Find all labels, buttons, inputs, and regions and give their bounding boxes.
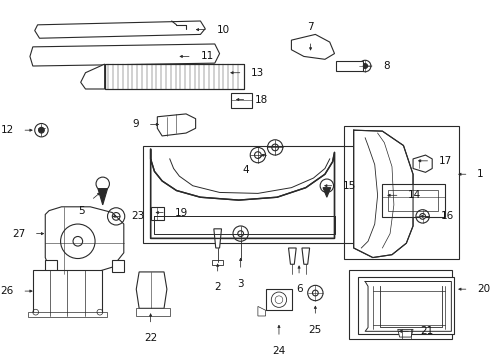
Polygon shape	[354, 130, 413, 257]
Text: 19: 19	[174, 208, 188, 217]
Text: 1: 1	[477, 169, 484, 179]
Polygon shape	[81, 64, 105, 89]
Bar	[382, 184, 444, 217]
Bar	[28, 312, 106, 317]
Circle shape	[313, 290, 318, 296]
Polygon shape	[98, 189, 107, 205]
Polygon shape	[302, 248, 310, 264]
Polygon shape	[150, 149, 335, 238]
Circle shape	[254, 152, 261, 158]
Text: 15: 15	[343, 181, 356, 191]
Bar	[337, 61, 363, 71]
Text: 12: 12	[0, 125, 14, 135]
Text: 7: 7	[307, 22, 314, 32]
Bar	[344, 126, 459, 258]
Text: 9: 9	[132, 120, 139, 130]
Polygon shape	[289, 248, 296, 264]
Text: 25: 25	[309, 325, 322, 334]
Bar	[112, 260, 124, 272]
Text: 18: 18	[255, 95, 268, 104]
Bar	[212, 260, 223, 265]
Circle shape	[272, 144, 278, 151]
Circle shape	[39, 127, 44, 133]
Circle shape	[363, 64, 368, 68]
Text: 16: 16	[441, 211, 454, 221]
Bar	[266, 289, 293, 310]
Polygon shape	[157, 114, 196, 136]
Polygon shape	[359, 277, 454, 334]
Polygon shape	[136, 272, 167, 308]
Bar	[136, 308, 170, 316]
Bar	[143, 145, 367, 243]
Circle shape	[238, 231, 244, 237]
Polygon shape	[258, 306, 266, 316]
Text: 11: 11	[200, 51, 214, 62]
Text: 4: 4	[242, 165, 249, 175]
Polygon shape	[45, 207, 124, 274]
Text: 2: 2	[214, 283, 221, 292]
Bar	[33, 270, 102, 316]
Text: 3: 3	[237, 279, 244, 289]
Polygon shape	[292, 35, 335, 59]
Text: 27: 27	[12, 229, 25, 239]
Text: 13: 13	[251, 68, 265, 78]
Polygon shape	[323, 188, 331, 197]
Polygon shape	[413, 155, 432, 172]
Bar	[231, 93, 252, 108]
Bar	[349, 270, 452, 339]
Text: 17: 17	[439, 156, 452, 166]
Polygon shape	[214, 229, 221, 248]
Bar	[105, 64, 244, 89]
Polygon shape	[30, 44, 220, 66]
Polygon shape	[398, 329, 413, 337]
Text: 22: 22	[144, 333, 157, 343]
Text: 14: 14	[408, 190, 421, 200]
Text: 21: 21	[420, 326, 433, 336]
Bar	[388, 190, 438, 211]
Bar	[150, 207, 164, 220]
Text: 23: 23	[131, 211, 145, 221]
Text: 10: 10	[217, 24, 230, 35]
Text: 8: 8	[383, 61, 390, 71]
Bar	[105, 64, 244, 89]
Text: 6: 6	[296, 284, 302, 294]
Text: 26: 26	[0, 286, 14, 296]
Text: 20: 20	[477, 284, 490, 294]
Polygon shape	[35, 21, 205, 38]
Text: 5: 5	[78, 206, 85, 216]
Bar	[45, 260, 57, 272]
Circle shape	[420, 213, 425, 219]
Text: 24: 24	[272, 346, 286, 356]
